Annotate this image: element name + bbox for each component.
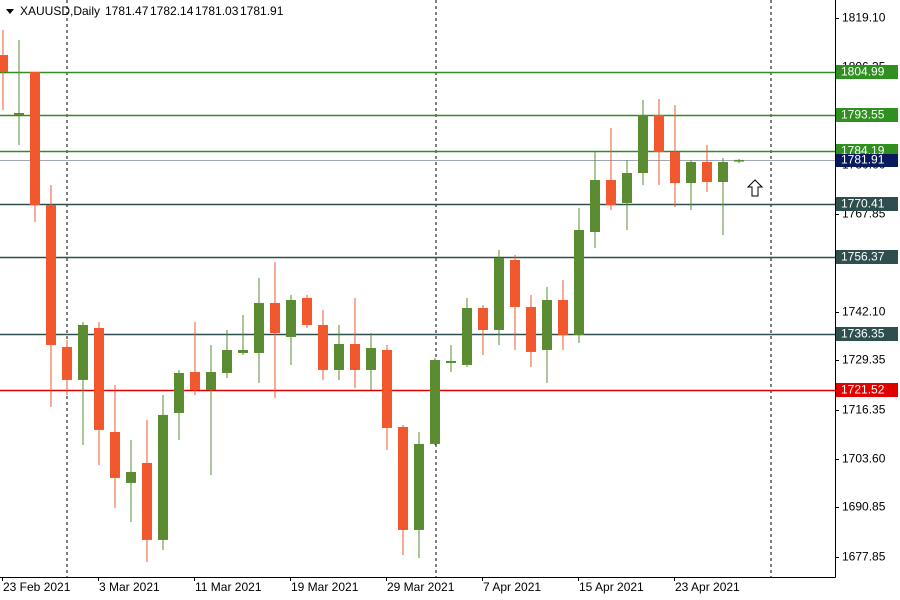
candle-body [494, 257, 504, 330]
x-tick-label: 11 Mar 2021 [195, 580, 262, 594]
candle-body [334, 343, 344, 370]
header-open: 1781.47 [105, 4, 149, 18]
header-menu-icon [6, 9, 14, 14]
axis-group: 1819.101806.351780.601767.851742.101729.… [2, 11, 898, 594]
candle-body [734, 159, 744, 162]
candle-body [222, 349, 232, 373]
candle-body [302, 297, 312, 325]
candle-body [382, 349, 392, 428]
candle-body [30, 72, 40, 205]
candle-body [190, 371, 200, 390]
candle-body [718, 162, 728, 183]
candle-body [318, 324, 328, 370]
level-label: 1736.35 [841, 327, 885, 341]
candle-body [110, 431, 120, 478]
level-label: 1804.99 [841, 65, 885, 79]
x-tick-label: 3 Mar 2021 [99, 580, 160, 594]
candle-body [622, 173, 632, 203]
candle-body [462, 307, 472, 365]
header-low: 1781.03 [195, 4, 239, 18]
candle-body [526, 306, 536, 352]
x-tick-label: 19 Mar 2021 [291, 580, 359, 594]
candle-body [702, 162, 712, 183]
header-close: 1781.91 [240, 4, 284, 18]
candle-body [510, 259, 520, 307]
level-label-box [836, 108, 898, 122]
level-label-box [836, 250, 898, 264]
y-tick-label: 1690.85 [842, 500, 886, 514]
candle-body [638, 115, 648, 174]
level-label: 1756.37 [841, 250, 885, 264]
candle-body [398, 426, 408, 530]
symbol-label: XAUUSD,Daily [20, 4, 100, 18]
candle-body [158, 414, 168, 540]
candle-body [654, 115, 664, 152]
period-separators [66, 0, 772, 577]
candle-body [558, 299, 568, 335]
candle-body [206, 371, 216, 390]
plot-area [0, 29, 835, 562]
x-tick-label: 15 Apr 2021 [579, 580, 644, 594]
level-label-box [836, 383, 898, 397]
candle-body [254, 302, 264, 353]
candle-body [430, 359, 440, 444]
candle-body [286, 299, 296, 337]
header: XAUUSD,Daily 1781.47 1782.14 1781.03 178… [6, 4, 284, 18]
level-label: 1721.52 [841, 383, 885, 397]
level-label-box [836, 327, 898, 341]
candle-body [142, 462, 152, 540]
candle-body [62, 346, 72, 380]
candle-body [446, 360, 456, 363]
candle-body [590, 179, 600, 232]
candle-body [14, 112, 24, 116]
candle-body [238, 349, 248, 353]
candle-body [542, 299, 552, 350]
y-tick-label: 1716.35 [842, 403, 886, 417]
y-tick-label: 1819.10 [842, 11, 886, 25]
current-price-label: 1781.91 [841, 153, 885, 167]
level-label-box [836, 65, 898, 79]
y-tick-label: 1742.10 [842, 305, 886, 319]
y-tick-label: 1677.85 [842, 550, 886, 564]
candle-body [606, 179, 616, 205]
arrow-icon [746, 179, 764, 197]
level-label: 1770.41 [841, 197, 885, 211]
x-tick-label: 23 Apr 2021 [675, 580, 740, 594]
candle-body [0, 55, 8, 73]
x-tick-label: 23 Feb 2021 [3, 580, 71, 594]
level-label-box [836, 197, 898, 211]
candle-body [478, 307, 488, 330]
x-tick-label: 29 Mar 2021 [387, 580, 455, 594]
level-label: 1793.55 [841, 108, 885, 122]
candle-body [670, 151, 680, 183]
y-tick-label: 1729.35 [842, 353, 886, 367]
candle-body [686, 162, 696, 183]
candle-body [574, 229, 584, 335]
candle-body [78, 324, 88, 380]
candle-body [126, 471, 136, 483]
candle-body [174, 372, 184, 413]
candle-body [94, 327, 104, 430]
candle-body [270, 302, 280, 333]
candle-body [414, 443, 424, 530]
current-price-box [836, 154, 898, 167]
candle-body [350, 343, 360, 370]
y-tick-label: 1703.60 [842, 452, 886, 466]
candle-body [366, 347, 376, 370]
candle-body [46, 204, 56, 345]
header-high: 1782.14 [150, 4, 194, 18]
x-tick-label: 7 Apr 2021 [483, 580, 541, 594]
